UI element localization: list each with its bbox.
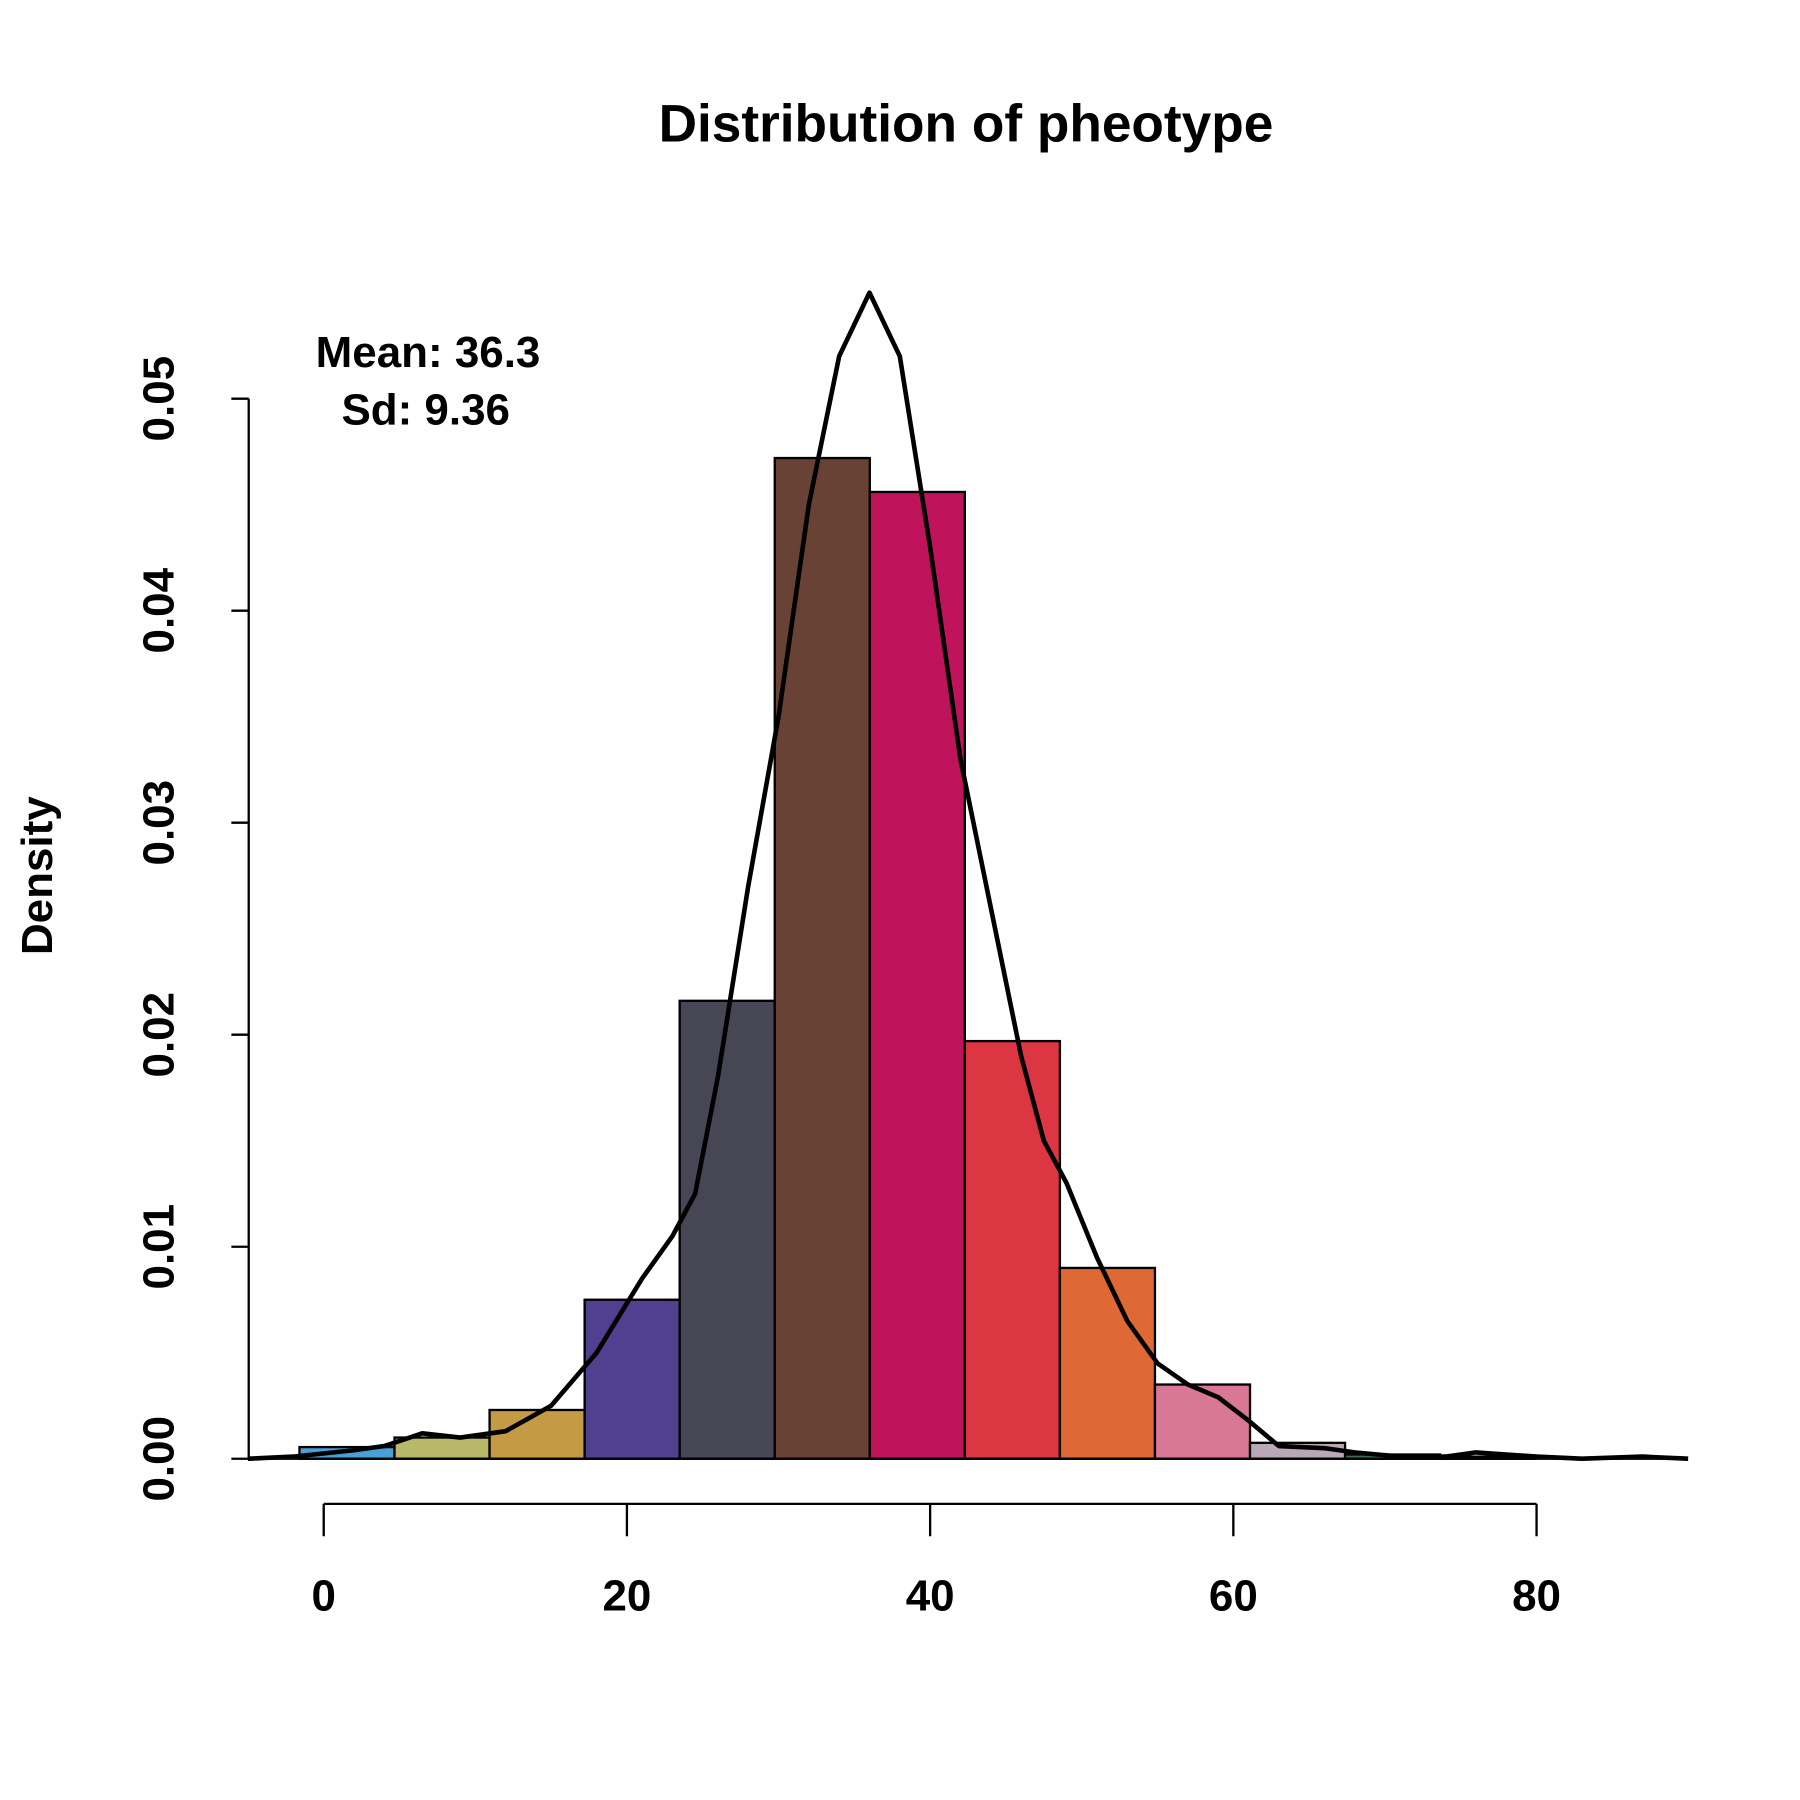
bar bbox=[488, 1408, 586, 1460]
y-tick-label: 0.01 bbox=[135, 1204, 184, 1290]
bar bbox=[1153, 1383, 1252, 1460]
chart-title: Distribution of pheotype bbox=[659, 94, 1274, 153]
bar bbox=[1058, 1266, 1157, 1460]
x-tick-label: 0 bbox=[312, 1571, 336, 1620]
bar bbox=[678, 999, 776, 1460]
annotation: Sd: 9.36 bbox=[341, 386, 510, 435]
y-tick-label: 0.05 bbox=[135, 356, 184, 442]
x-tick-label: 80 bbox=[1512, 1571, 1561, 1620]
annotation: Mean: 36.3 bbox=[316, 328, 541, 377]
x-tick-label: 40 bbox=[906, 1571, 955, 1620]
y-tick-label: 0.03 bbox=[135, 780, 184, 866]
x-tick-label: 60 bbox=[1209, 1571, 1258, 1620]
bar bbox=[583, 1298, 681, 1460]
y-axis-label: Density bbox=[13, 796, 62, 955]
bar bbox=[868, 490, 967, 1460]
y-tick-label: 0.04 bbox=[135, 567, 184, 653]
y-tick-label: 0.00 bbox=[135, 1416, 184, 1502]
x-tick-label: 20 bbox=[602, 1571, 651, 1620]
density-curve bbox=[247, 290, 1689, 1462]
y-tick-label: 0.02 bbox=[135, 992, 184, 1078]
bar bbox=[773, 456, 871, 1460]
bar bbox=[393, 1436, 491, 1460]
bar bbox=[963, 1039, 1062, 1460]
